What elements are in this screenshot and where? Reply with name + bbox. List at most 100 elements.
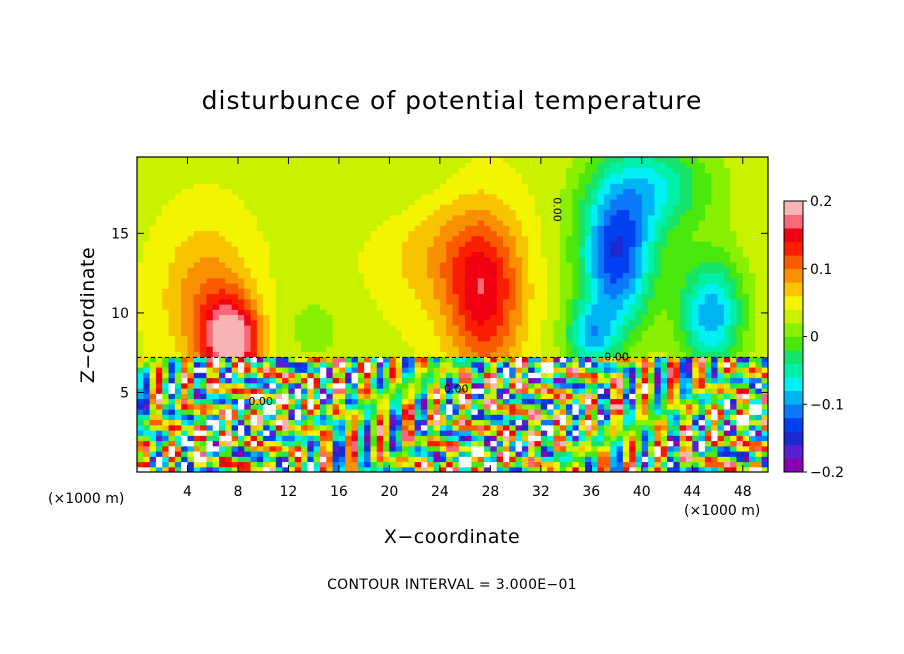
field-cell xyxy=(521,193,529,200)
field-cell xyxy=(389,235,397,242)
field-cell xyxy=(414,335,422,342)
field-cell xyxy=(452,424,460,431)
field-cell xyxy=(168,314,176,321)
field-cell xyxy=(389,314,397,321)
field-cell xyxy=(578,335,586,342)
field-cell xyxy=(490,398,498,405)
field-cell xyxy=(231,235,239,242)
field-cell xyxy=(370,178,378,184)
field-cell xyxy=(641,309,649,316)
field-cell xyxy=(660,409,668,415)
field-cell xyxy=(288,272,296,279)
field-cell xyxy=(250,204,258,211)
field-cell xyxy=(515,209,523,216)
field-cell xyxy=(351,351,359,358)
field-cell xyxy=(137,214,144,221)
field-cell xyxy=(364,340,372,347)
field-cell xyxy=(149,277,157,284)
field-cell xyxy=(502,298,510,305)
field-cell xyxy=(446,178,454,184)
field-cell xyxy=(332,262,340,268)
field-cell xyxy=(591,283,599,289)
field-cell xyxy=(408,188,416,195)
field-cell xyxy=(477,178,485,184)
field-cell xyxy=(288,403,296,410)
field-cell xyxy=(313,304,321,310)
field-cell xyxy=(484,466,491,472)
field-cell xyxy=(433,193,441,200)
field-cell xyxy=(540,304,548,310)
field-cell xyxy=(502,162,510,169)
field-cell xyxy=(326,388,334,394)
field-cell xyxy=(137,304,144,310)
field-cell xyxy=(376,461,384,468)
field-cell xyxy=(307,419,315,426)
field-cell xyxy=(181,193,189,200)
field-cell xyxy=(446,340,454,347)
field-cell xyxy=(162,267,170,274)
field-cell xyxy=(402,314,409,321)
field-cell xyxy=(433,456,441,463)
field-cell xyxy=(591,272,599,279)
field-cell xyxy=(553,167,561,174)
field-cell xyxy=(408,251,416,258)
field-cell xyxy=(389,193,397,200)
field-cell xyxy=(414,178,422,184)
field-cell xyxy=(168,340,176,347)
field-cell xyxy=(332,277,340,284)
field-cell xyxy=(547,440,555,447)
field-cell xyxy=(313,256,321,263)
field-cell xyxy=(275,361,283,368)
field-cell xyxy=(212,246,220,253)
field-cell xyxy=(294,330,302,337)
field-cell xyxy=(648,424,656,431)
field-cell xyxy=(502,188,510,195)
field-cell xyxy=(591,251,599,258)
field-cell xyxy=(256,445,264,452)
field-cell xyxy=(307,403,315,410)
field-cell xyxy=(566,424,573,431)
field-cell xyxy=(603,272,611,279)
field-cell xyxy=(420,204,428,211)
field-cell xyxy=(420,267,428,274)
field-cell xyxy=(585,377,592,384)
field-cell xyxy=(395,241,403,247)
field-cell xyxy=(578,199,586,205)
field-cell xyxy=(610,256,618,263)
field-cell xyxy=(471,183,479,190)
field-cell xyxy=(212,367,220,373)
field-cell xyxy=(591,419,599,426)
field-cell xyxy=(149,456,157,463)
field-cell xyxy=(370,199,378,205)
field-cell xyxy=(629,414,637,421)
field-cell xyxy=(540,225,548,232)
field-cell xyxy=(420,340,428,347)
field-cell xyxy=(471,409,479,415)
field-cell xyxy=(458,199,466,205)
field-cell xyxy=(137,356,144,363)
field-cell xyxy=(502,330,510,337)
field-cell xyxy=(603,288,611,295)
field-cell xyxy=(635,193,643,200)
field-cell xyxy=(282,277,290,284)
field-cell xyxy=(648,314,656,321)
field-cell xyxy=(408,335,416,342)
field-cell xyxy=(458,225,466,232)
field-cell xyxy=(162,288,170,295)
field-cell xyxy=(597,403,605,410)
field-cell xyxy=(294,351,302,358)
field-cell xyxy=(338,256,346,263)
field-cell xyxy=(572,209,580,216)
field-cell xyxy=(376,199,384,205)
field-cell xyxy=(200,277,208,284)
field-cell xyxy=(256,209,264,216)
field-cell xyxy=(162,277,170,284)
field-cell xyxy=(591,367,599,373)
field-cell xyxy=(433,167,441,174)
field-cell xyxy=(603,361,611,368)
field-cell xyxy=(219,262,226,268)
field-cell xyxy=(301,361,308,368)
field-cell xyxy=(559,230,567,237)
field-cell xyxy=(181,361,189,368)
field-cell xyxy=(313,346,321,352)
